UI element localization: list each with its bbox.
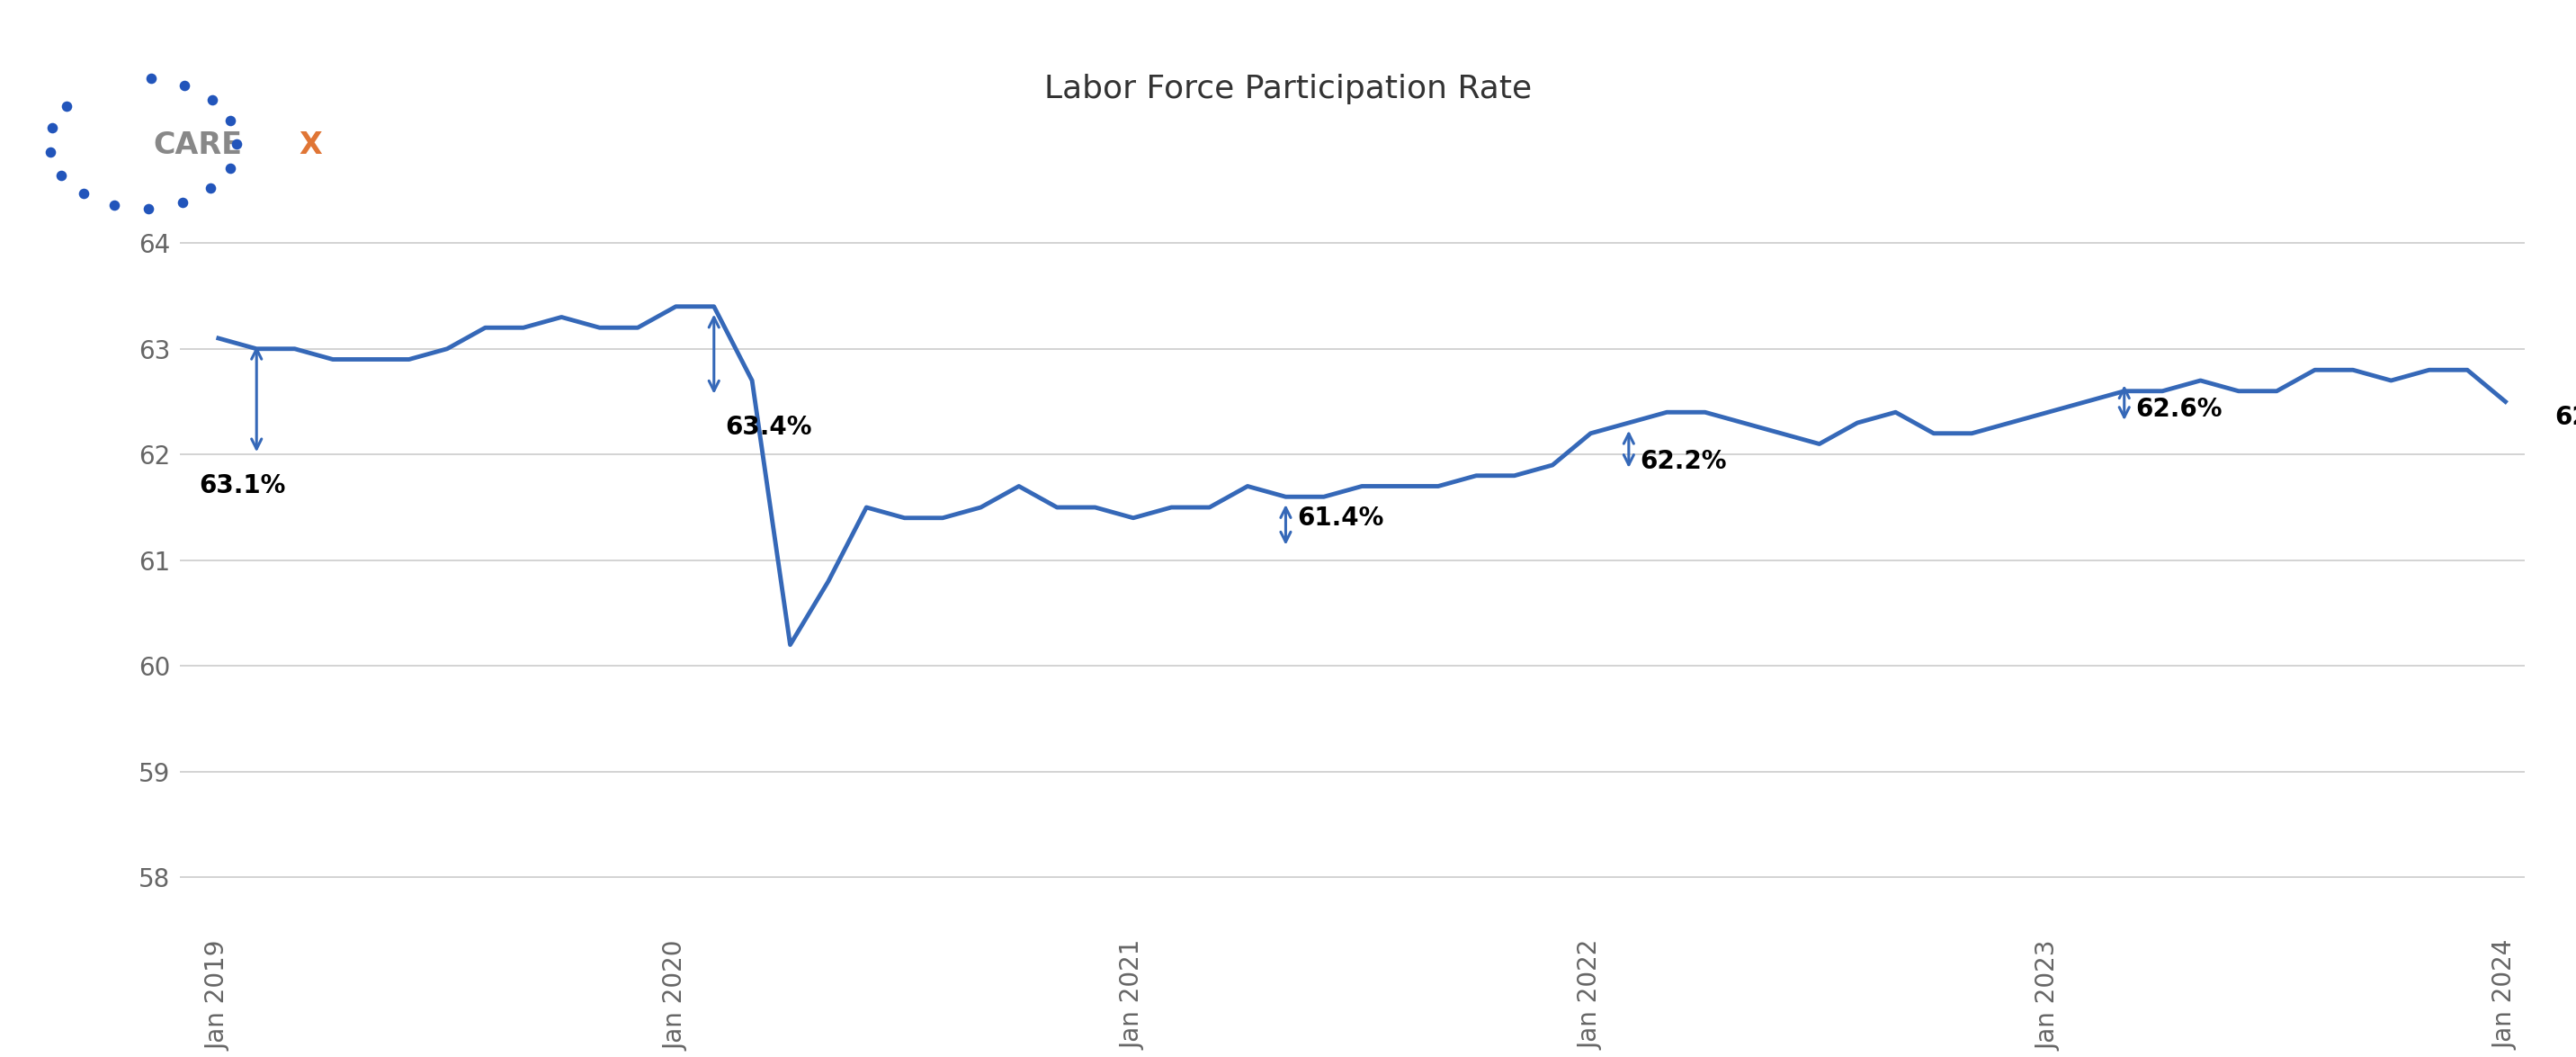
Text: 62.5%: 62.5% [2555, 405, 2576, 430]
Point [62, 185, 103, 202]
Point [191, 91, 232, 108]
Point [191, 180, 232, 197]
Point [209, 160, 250, 177]
Text: Labor Force Participation Rate: Labor Force Participation Rate [1043, 74, 1533, 105]
Point [216, 135, 258, 152]
Point [46, 97, 88, 114]
Point [31, 119, 72, 136]
Point [211, 112, 252, 129]
Point [131, 70, 173, 87]
Point [162, 193, 204, 210]
Text: 61.4%: 61.4% [1298, 505, 1383, 531]
Text: X: X [299, 131, 322, 161]
Text: 63.4%: 63.4% [726, 414, 811, 440]
Text: 63.1%: 63.1% [198, 474, 286, 499]
Point [41, 167, 82, 184]
Point [165, 76, 206, 93]
Text: CARE: CARE [152, 131, 242, 161]
Point [28, 144, 70, 161]
Text: 62.2%: 62.2% [1641, 449, 1726, 475]
Point [129, 200, 170, 217]
Text: 62.6%: 62.6% [2136, 396, 2223, 422]
Point [93, 197, 134, 214]
